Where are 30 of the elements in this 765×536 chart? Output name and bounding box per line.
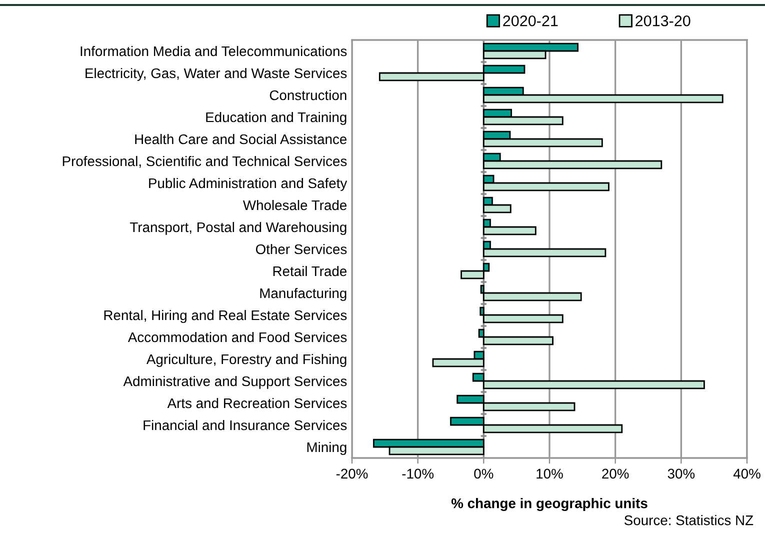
y-tick-label: Education and Training [206,112,346,125]
y-tick-label: Accommodation and Food Services [128,332,347,342]
x-tick-label: 0% [474,468,494,479]
y-tick-label: Information Media and Telecommunications [80,46,347,56]
x-tick-label: 20% [602,468,629,479]
legend-label: 2020-21 [503,15,558,26]
legend-label: 2013-20 [636,15,690,26]
y-tick-label: Arts and Recreation Services [167,398,347,408]
y-tick-label: Transport, Postal and Warehousing [130,222,346,235]
y-tick-label: Health Care and Social Assistance [135,134,347,144]
y-tick-label: Administrative and Support Services [123,376,347,389]
x-tick-label: -20% [336,468,368,479]
y-tick-label: Construction [270,90,346,100]
source-note: Source: Statistics NZ [624,515,754,526]
x-tick-label: 10% [536,468,563,479]
y-tick-label: Rental, Hiring and Real Estate Services [104,310,347,323]
x-tick-label: 30% [668,468,695,479]
y-tick-label: Wholesale Trade [242,200,347,210]
y-tick-label: Professional, Scientific and Technical Services [62,156,347,168]
y-tick-label: Retail Trade [273,266,347,276]
y-tick-label: Mining [307,442,346,455]
x-axis-title: % change in geographic units [451,498,648,512]
y-tick-label: Manufacturing [260,288,346,301]
y-tick-label: Financial and Insurance Services [144,420,347,430]
y-tick-label: Other Services [256,244,347,254]
y-tick-label: Public Administration and Safety [149,178,348,191]
y-tick-label: Agriculture, Forestry and Fishing [146,354,346,367]
y-tick-label: Electricity, Gas, Water and Waste Services [86,68,347,81]
x-tick-label: -10% [402,468,434,479]
x-tick-label: 40% [733,468,760,479]
